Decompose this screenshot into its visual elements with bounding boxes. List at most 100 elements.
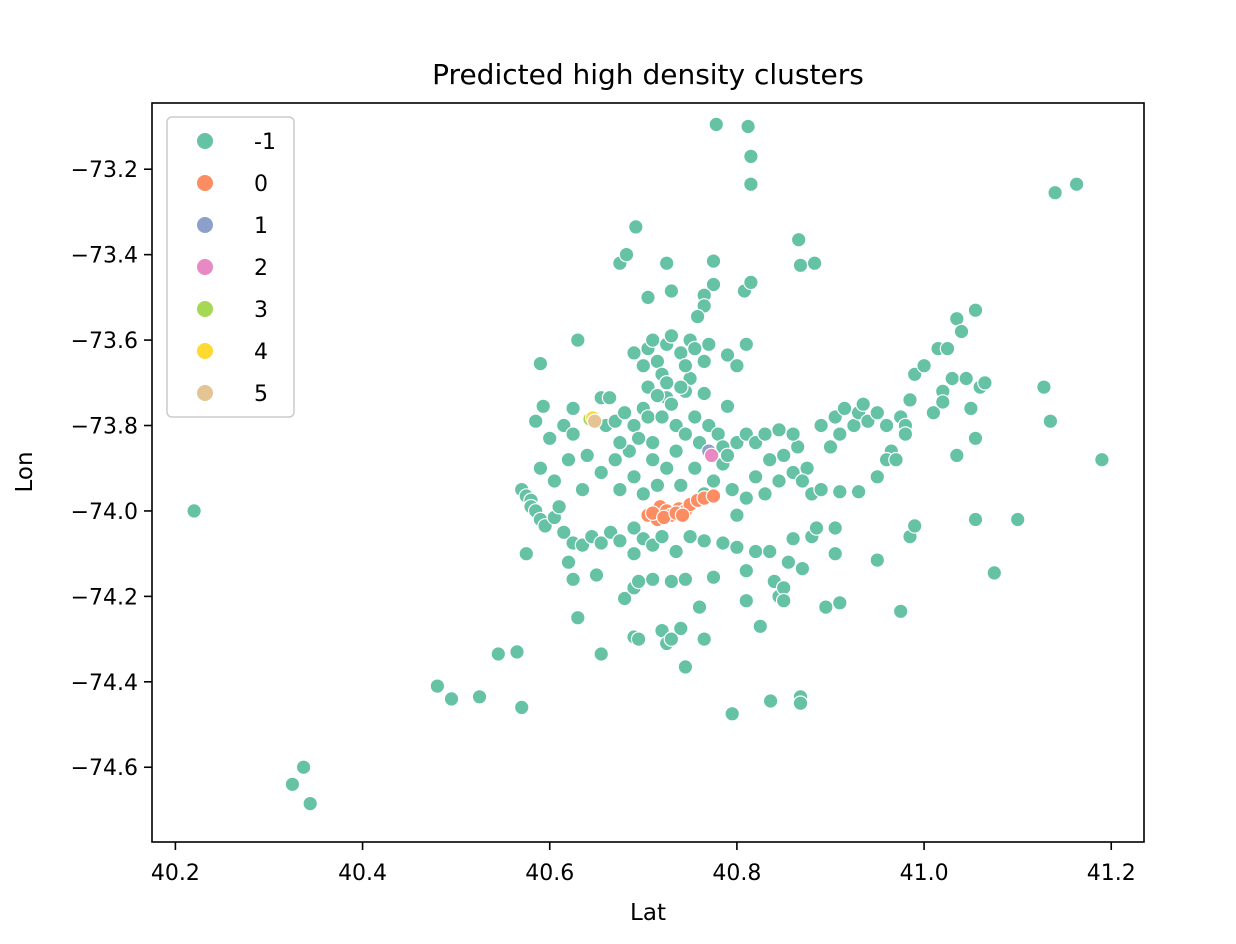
y-tick-label: −74.2 [71,585,138,610]
data-point-cluster--1 [967,302,984,318]
data-point-cluster--1 [761,451,778,468]
data-point-cluster--1 [644,434,661,451]
data-point-cluster--1 [719,447,736,464]
data-point-cluster--1 [850,483,867,500]
data-point-cluster--1 [635,486,652,502]
data-point-cluster--1 [794,560,811,577]
data-point-cluster--1 [719,347,736,363]
data-point-cluster--1 [649,387,666,404]
data-point-cluster--1 [513,699,530,716]
data-point-cluster--1 [747,543,764,560]
data-point-cluster--1 [780,554,797,570]
data-point-cluster--1 [677,571,694,588]
data-point-cluster--1 [1047,184,1063,201]
data-point-cluster--1 [644,451,661,468]
data-point-cluster--1 [546,473,563,489]
data-point-cluster-2 [703,447,720,464]
data-point-cluster--1 [743,148,759,165]
data-point-cluster--1 [724,705,740,722]
legend-marker-3 [197,301,213,317]
data-point-cluster--1 [565,400,581,417]
data-point-cluster--1 [186,503,202,519]
plot-frame [151,102,1145,843]
data-point-cluster--1 [569,332,586,348]
data-point-cluster--1 [663,327,680,344]
data-point-cluster--1 [785,530,801,547]
data-point-cluster--1 [775,579,792,596]
data-point-cluster--1 [644,332,661,348]
data-point-cluster--1 [535,398,551,415]
data-point-cluster--1 [527,413,544,429]
data-point-cluster--1 [696,532,712,549]
data-point-cluster--1 [593,646,609,662]
data-point-cluster--1 [953,323,970,340]
data-point-cluster--1 [775,447,792,464]
data-point-cluster--1 [654,528,670,545]
x-tick-label: 41.2 [1087,861,1136,886]
data-point-cluster--1 [775,592,792,609]
data-point-cluster--1 [658,460,675,476]
data-point-cluster--1 [672,379,689,395]
x-tick-label: 40.2 [151,861,200,886]
data-point-cluster--1 [601,389,618,406]
data-point-cluster--1 [649,477,666,494]
data-point-cluster--1 [541,430,558,447]
data-point-cluster--1 [729,357,745,374]
data-point-cluster--1 [1036,379,1052,395]
legend-label: 5 [254,382,268,407]
data-point-cluster--1 [967,430,984,447]
data-point-cluster--1 [869,552,886,568]
data-point-cluster--1 [682,528,698,545]
data-point-cluster--1 [532,460,549,476]
data-point-cluster--1 [569,609,586,626]
data-point-cluster--1 [967,511,984,528]
data-point-cluster--1 [302,795,318,812]
data-point-cluster--1 [663,573,680,590]
data-point-cluster--1 [509,644,525,660]
data-point-cluster--1 [958,370,974,387]
data-point-cluster--1 [705,253,722,269]
data-point-cluster--1 [616,404,633,421]
data-point-cluster--1 [822,439,839,455]
data-point-cluster--1 [443,691,460,707]
data-point-cluster--1 [794,473,811,489]
x-tick-label: 40.4 [338,861,387,886]
data-point-cluster--1 [827,520,843,536]
chart-title: Predicted high density clusters [432,58,864,91]
data-point-cluster--1 [696,385,712,402]
x-tick-label: 41.0 [900,861,949,886]
legend-label: 1 [254,214,268,239]
data-point-cluster--1 [827,545,843,562]
data-point-cluster--1 [719,398,736,415]
y-tick-label: −73.6 [71,329,138,354]
data-point-cluster--1 [677,357,694,374]
data-point-cluster--1 [518,545,535,562]
data-point-cluster--1 [738,490,755,506]
data-point-cluster--1 [892,603,909,620]
data-point-cluster--1 [813,481,829,498]
data-point-cluster--1 [771,421,787,438]
data-point-cluster--1 [792,257,809,274]
legend-marker-2 [197,259,213,275]
data-point-cluster--1 [672,620,689,637]
data-point-cluster--1 [696,631,712,647]
data-point-cluster--1 [565,426,581,442]
data-point-cluster--1 [630,430,647,447]
data-point-cluster--1 [762,693,779,709]
data-point-cluster--1 [740,118,756,135]
data-point-cluster--1 [630,573,647,590]
data-point-cluster--1 [738,562,755,579]
data-point-cluster--1 [761,543,778,560]
x-tick-label: 40.6 [525,861,574,886]
y-tick-label: −73.8 [71,415,138,440]
data-point-cluster--1 [808,520,825,536]
legend-marker-1 [197,217,213,233]
data-point-cluster--1 [593,464,609,481]
data-point-cluster--1 [644,571,661,588]
data-point-cluster--1 [925,404,942,421]
data-point-cluster--1 [757,486,773,502]
y-tick-label: −73.4 [71,244,138,269]
data-point-cluster--1 [490,646,507,662]
data-point-cluster--1 [579,447,595,464]
data-point-cluster--1 [715,535,731,551]
